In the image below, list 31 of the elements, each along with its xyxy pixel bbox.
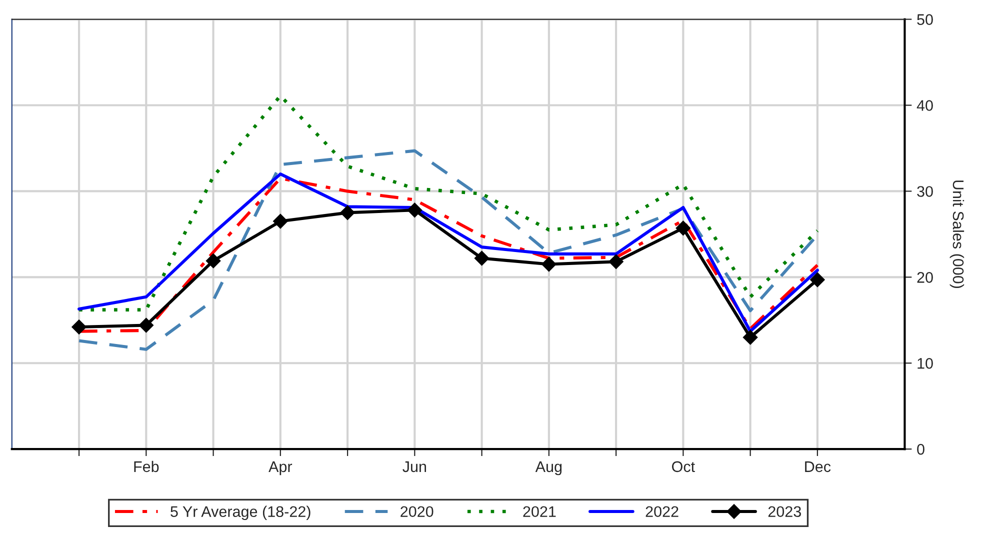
y-tick-label: 20 xyxy=(917,272,933,283)
point xyxy=(474,250,490,266)
y-tick-label: 10 xyxy=(918,358,933,369)
x-tick-label: Feb xyxy=(134,460,159,472)
legend-label: 2021 xyxy=(523,506,556,518)
x-tick-label: Aug xyxy=(535,461,562,476)
point xyxy=(608,254,624,270)
point xyxy=(676,220,691,236)
y-tick-label: 40 xyxy=(916,100,933,111)
x-tick-label: Dec xyxy=(805,461,831,472)
point xyxy=(340,205,355,220)
y-tick-label: 50 xyxy=(917,14,933,25)
y-tick-label: 0 xyxy=(917,444,924,455)
point xyxy=(206,253,221,268)
y-tick-label: 30 xyxy=(917,186,933,197)
legend-label: 5 Yr Average (18-22) xyxy=(170,506,310,520)
legend-label: 2023 xyxy=(768,506,801,518)
point xyxy=(273,214,288,229)
point xyxy=(407,202,422,218)
point xyxy=(138,318,154,333)
point xyxy=(542,256,556,272)
x-tick-label: Jun xyxy=(402,461,426,472)
legend-label: 2022 xyxy=(646,506,678,518)
point xyxy=(810,272,825,288)
legend-label: 2020 xyxy=(400,506,434,518)
x-tick-label: Apr xyxy=(268,461,292,476)
point xyxy=(72,320,86,334)
x-tick-label: Oct xyxy=(672,461,695,472)
line-series xyxy=(77,94,820,312)
y-axis-title: Unit Sales (000) xyxy=(950,180,964,288)
point xyxy=(742,330,758,345)
